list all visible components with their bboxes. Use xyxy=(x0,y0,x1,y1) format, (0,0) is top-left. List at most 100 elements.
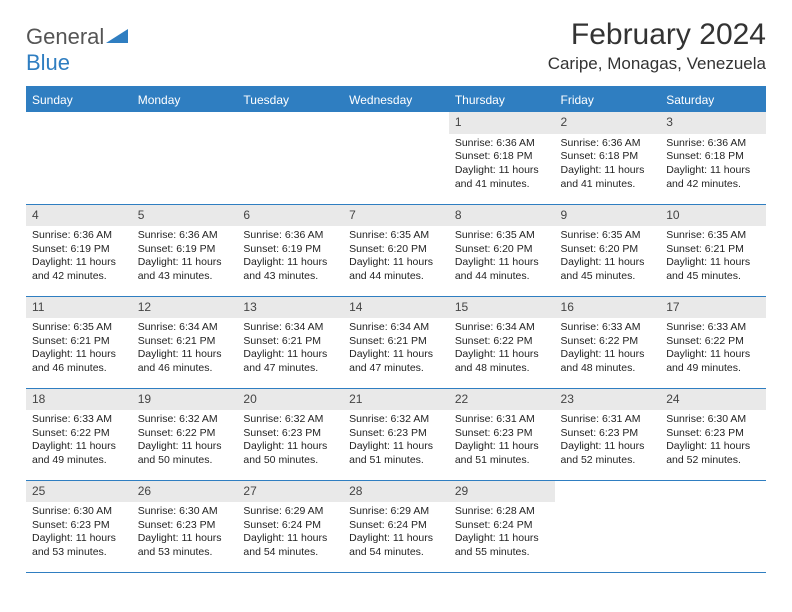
calendar-day-cell: 3Sunrise: 6:36 AMSunset: 6:18 PMDaylight… xyxy=(660,112,766,204)
sunset-text: Sunset: 6:22 PM xyxy=(561,335,655,349)
sunset-text: Sunset: 6:22 PM xyxy=(455,335,549,349)
day-body: Sunrise: 6:30 AMSunset: 6:23 PMDaylight:… xyxy=(132,502,238,564)
sunset-text: Sunset: 6:23 PM xyxy=(455,427,549,441)
calendar-day-cell: 24Sunrise: 6:30 AMSunset: 6:23 PMDayligh… xyxy=(660,388,766,480)
day-body xyxy=(660,502,766,509)
daylight-text: Daylight: 11 hours and 52 minutes. xyxy=(561,440,655,467)
sunset-text: Sunset: 6:22 PM xyxy=(32,427,126,441)
day-body: Sunrise: 6:36 AMSunset: 6:18 PMDaylight:… xyxy=(449,134,555,196)
day-body: Sunrise: 6:30 AMSunset: 6:23 PMDaylight:… xyxy=(660,410,766,472)
sunrise-text: Sunrise: 6:34 AM xyxy=(138,321,232,335)
day-number xyxy=(26,112,132,134)
daylight-text: Daylight: 11 hours and 53 minutes. xyxy=(32,532,126,559)
daylight-text: Daylight: 11 hours and 48 minutes. xyxy=(455,348,549,375)
sunset-text: Sunset: 6:21 PM xyxy=(666,243,760,257)
daylight-text: Daylight: 11 hours and 45 minutes. xyxy=(666,256,760,283)
daylight-text: Daylight: 11 hours and 44 minutes. xyxy=(349,256,443,283)
day-body: Sunrise: 6:32 AMSunset: 6:23 PMDaylight:… xyxy=(237,410,343,472)
sunrise-text: Sunrise: 6:36 AM xyxy=(561,137,655,151)
day-number xyxy=(343,112,449,134)
day-number: 15 xyxy=(449,297,555,319)
day-number: 26 xyxy=(132,481,238,503)
day-number: 16 xyxy=(555,297,661,319)
daylight-text: Daylight: 11 hours and 42 minutes. xyxy=(666,164,760,191)
calendar-day-cell: 8Sunrise: 6:35 AMSunset: 6:20 PMDaylight… xyxy=(449,204,555,296)
calendar-day-cell: 12Sunrise: 6:34 AMSunset: 6:21 PMDayligh… xyxy=(132,296,238,388)
day-body: Sunrise: 6:35 AMSunset: 6:21 PMDaylight:… xyxy=(26,318,132,380)
calendar-week-row: 4Sunrise: 6:36 AMSunset: 6:19 PMDaylight… xyxy=(26,204,766,296)
day-body: Sunrise: 6:35 AMSunset: 6:20 PMDaylight:… xyxy=(449,226,555,288)
sunset-text: Sunset: 6:24 PM xyxy=(243,519,337,533)
day-body: Sunrise: 6:34 AMSunset: 6:22 PMDaylight:… xyxy=(449,318,555,380)
day-body: Sunrise: 6:36 AMSunset: 6:19 PMDaylight:… xyxy=(26,226,132,288)
day-number: 24 xyxy=(660,389,766,411)
day-body: Sunrise: 6:29 AMSunset: 6:24 PMDaylight:… xyxy=(343,502,449,564)
day-body: Sunrise: 6:31 AMSunset: 6:23 PMDaylight:… xyxy=(449,410,555,472)
daylight-text: Daylight: 11 hours and 47 minutes. xyxy=(243,348,337,375)
day-header: Thursday xyxy=(449,87,555,112)
sunset-text: Sunset: 6:20 PM xyxy=(349,243,443,257)
sunrise-text: Sunrise: 6:35 AM xyxy=(349,229,443,243)
sunrise-text: Sunrise: 6:35 AM xyxy=(455,229,549,243)
daylight-text: Daylight: 11 hours and 54 minutes. xyxy=(243,532,337,559)
day-number: 23 xyxy=(555,389,661,411)
day-number: 25 xyxy=(26,481,132,503)
day-header: Monday xyxy=(132,87,238,112)
day-number: 13 xyxy=(237,297,343,319)
calendar-day-cell: 26Sunrise: 6:30 AMSunset: 6:23 PMDayligh… xyxy=(132,480,238,572)
day-body: Sunrise: 6:36 AMSunset: 6:18 PMDaylight:… xyxy=(660,134,766,196)
day-body: Sunrise: 6:32 AMSunset: 6:23 PMDaylight:… xyxy=(343,410,449,472)
month-title: February 2024 xyxy=(548,18,766,52)
sunrise-text: Sunrise: 6:32 AM xyxy=(349,413,443,427)
calendar-day-cell: 25Sunrise: 6:30 AMSunset: 6:23 PMDayligh… xyxy=(26,480,132,572)
calendar-day-cell: 17Sunrise: 6:33 AMSunset: 6:22 PMDayligh… xyxy=(660,296,766,388)
sunrise-text: Sunrise: 6:36 AM xyxy=(666,137,760,151)
day-number: 10 xyxy=(660,205,766,227)
sunrise-text: Sunrise: 6:29 AM xyxy=(349,505,443,519)
calendar-day-cell xyxy=(132,112,238,204)
day-number: 11 xyxy=(26,297,132,319)
daylight-text: Daylight: 11 hours and 51 minutes. xyxy=(349,440,443,467)
day-number: 27 xyxy=(237,481,343,503)
day-body: Sunrise: 6:35 AMSunset: 6:21 PMDaylight:… xyxy=(660,226,766,288)
sunset-text: Sunset: 6:23 PM xyxy=(243,427,337,441)
sunrise-text: Sunrise: 6:31 AM xyxy=(455,413,549,427)
daylight-text: Daylight: 11 hours and 43 minutes. xyxy=(243,256,337,283)
daylight-text: Daylight: 11 hours and 49 minutes. xyxy=(666,348,760,375)
calendar-day-cell: 10Sunrise: 6:35 AMSunset: 6:21 PMDayligh… xyxy=(660,204,766,296)
sunrise-text: Sunrise: 6:32 AM xyxy=(138,413,232,427)
sunset-text: Sunset: 6:18 PM xyxy=(561,150,655,164)
calendar-day-cell: 2Sunrise: 6:36 AMSunset: 6:18 PMDaylight… xyxy=(555,112,661,204)
day-body: Sunrise: 6:36 AMSunset: 6:19 PMDaylight:… xyxy=(132,226,238,288)
sunrise-text: Sunrise: 6:33 AM xyxy=(32,413,126,427)
logo-triangle-icon xyxy=(106,29,128,45)
sunrise-text: Sunrise: 6:32 AM xyxy=(243,413,337,427)
calendar-day-cell: 7Sunrise: 6:35 AMSunset: 6:20 PMDaylight… xyxy=(343,204,449,296)
daylight-text: Daylight: 11 hours and 47 minutes. xyxy=(349,348,443,375)
day-number: 28 xyxy=(343,481,449,503)
daylight-text: Daylight: 11 hours and 51 minutes. xyxy=(455,440,549,467)
sunrise-text: Sunrise: 6:33 AM xyxy=(561,321,655,335)
sunrise-text: Sunrise: 6:35 AM xyxy=(666,229,760,243)
calendar-day-cell xyxy=(660,480,766,572)
calendar-week-row: 18Sunrise: 6:33 AMSunset: 6:22 PMDayligh… xyxy=(26,388,766,480)
day-body xyxy=(26,134,132,141)
day-body: Sunrise: 6:28 AMSunset: 6:24 PMDaylight:… xyxy=(449,502,555,564)
day-body: Sunrise: 6:35 AMSunset: 6:20 PMDaylight:… xyxy=(343,226,449,288)
day-body: Sunrise: 6:34 AMSunset: 6:21 PMDaylight:… xyxy=(132,318,238,380)
day-header-row: Sunday Monday Tuesday Wednesday Thursday… xyxy=(26,87,766,112)
day-number: 9 xyxy=(555,205,661,227)
brand-logo: General xyxy=(26,18,128,50)
daylight-text: Daylight: 11 hours and 52 minutes. xyxy=(666,440,760,467)
calendar-day-cell: 21Sunrise: 6:32 AMSunset: 6:23 PMDayligh… xyxy=(343,388,449,480)
calendar-day-cell: 1Sunrise: 6:36 AMSunset: 6:18 PMDaylight… xyxy=(449,112,555,204)
day-header: Friday xyxy=(555,87,661,112)
calendar-day-cell: 11Sunrise: 6:35 AMSunset: 6:21 PMDayligh… xyxy=(26,296,132,388)
calendar-day-cell: 22Sunrise: 6:31 AMSunset: 6:23 PMDayligh… xyxy=(449,388,555,480)
daylight-text: Daylight: 11 hours and 50 minutes. xyxy=(243,440,337,467)
day-body xyxy=(343,134,449,141)
day-body xyxy=(555,502,661,509)
sunset-text: Sunset: 6:23 PM xyxy=(561,427,655,441)
calendar-day-cell: 18Sunrise: 6:33 AMSunset: 6:22 PMDayligh… xyxy=(26,388,132,480)
sunrise-text: Sunrise: 6:34 AM xyxy=(349,321,443,335)
